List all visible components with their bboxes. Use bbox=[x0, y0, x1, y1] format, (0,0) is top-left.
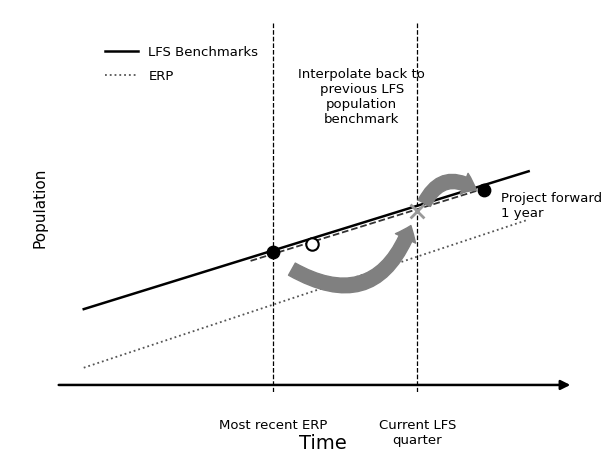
Point bbox=[479, 187, 489, 194]
Text: Current LFS
quarter: Current LFS quarter bbox=[379, 420, 456, 448]
Legend: LFS Benchmarks, ERP: LFS Benchmarks, ERP bbox=[100, 41, 264, 88]
Text: Interpolate back to
previous LFS
population
benchmark: Interpolate back to previous LFS populat… bbox=[298, 68, 425, 126]
Text: Most recent ERP: Most recent ERP bbox=[219, 420, 327, 432]
X-axis label: Time: Time bbox=[299, 433, 347, 453]
Point bbox=[307, 240, 317, 248]
Text: Project forward
1 year: Project forward 1 year bbox=[501, 192, 602, 220]
Point bbox=[413, 207, 423, 214]
FancyArrowPatch shape bbox=[418, 173, 477, 207]
Point bbox=[268, 248, 278, 256]
Y-axis label: Population: Population bbox=[33, 167, 47, 248]
FancyArrowPatch shape bbox=[288, 225, 416, 293]
